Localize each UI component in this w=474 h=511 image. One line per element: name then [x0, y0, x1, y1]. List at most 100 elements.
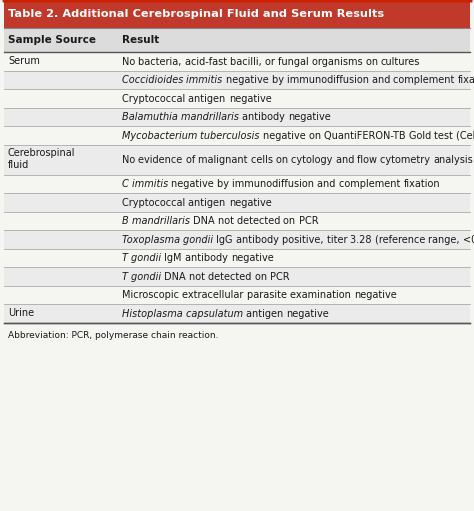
Text: Histoplasma: Histoplasma [122, 309, 186, 318]
Text: gondii: gondii [183, 235, 217, 244]
Bar [4, 28, 470, 52]
Text: not: not [218, 216, 237, 226]
Text: on: on [283, 216, 299, 226]
Text: Toxoplasma: Toxoplasma [122, 235, 183, 244]
Text: B: B [122, 216, 132, 226]
Text: Cryptococcal: Cryptococcal [122, 94, 188, 104]
Text: IgG: IgG [217, 235, 236, 244]
Text: examination: examination [290, 290, 354, 300]
Text: positive,: positive, [282, 235, 327, 244]
Text: DNA: DNA [164, 271, 189, 282]
Bar [4, 126, 470, 145]
Text: Cryptococcal: Cryptococcal [122, 197, 188, 207]
Bar [4, 230, 470, 248]
Text: parasite: parasite [246, 290, 290, 300]
Text: test: test [434, 130, 456, 141]
Text: Urine: Urine [8, 308, 34, 317]
Text: cytometry: cytometry [380, 155, 433, 165]
Text: Result: Result [122, 35, 159, 45]
Text: antigen: antigen [188, 94, 229, 104]
Text: evidence: evidence [138, 155, 186, 165]
Text: negative: negative [354, 290, 396, 300]
Text: No: No [122, 57, 138, 66]
Bar [4, 193, 470, 212]
Text: on: on [365, 57, 381, 66]
Text: negative: negative [229, 197, 272, 207]
Text: QuantiFERON-TB: QuantiFERON-TB [324, 130, 409, 141]
Text: Coccidioides: Coccidioides [122, 75, 186, 85]
Text: detected: detected [237, 216, 283, 226]
Text: immunodiffusion: immunodiffusion [232, 179, 318, 189]
Text: immunodiffusion: immunodiffusion [287, 75, 372, 85]
Text: complement: complement [393, 75, 458, 85]
Text: No: No [122, 155, 138, 165]
Text: DNA: DNA [193, 216, 218, 226]
Text: Microscopic: Microscopic [122, 290, 182, 300]
Text: and: and [372, 75, 393, 85]
Text: Gold: Gold [409, 130, 434, 141]
Text: negative: negative [171, 179, 217, 189]
Text: (Cellestis: (Cellestis [456, 130, 474, 141]
Bar [4, 304, 470, 322]
Text: antigen: antigen [246, 309, 286, 318]
Text: cytology: cytology [291, 155, 336, 165]
Text: negative: negative [286, 309, 329, 318]
Text: negative: negative [288, 112, 331, 122]
Text: on: on [255, 271, 270, 282]
Text: on: on [309, 130, 324, 141]
Text: cells: cells [251, 155, 276, 165]
Bar [4, 89, 470, 107]
Text: or: or [265, 57, 278, 66]
Bar [4, 145, 470, 174]
Text: extracellular: extracellular [182, 290, 246, 300]
Text: C: C [122, 179, 132, 189]
Text: PCR: PCR [299, 216, 318, 226]
Text: mandrillaris: mandrillaris [132, 216, 193, 226]
Text: T: T [122, 253, 131, 263]
Text: negative: negative [229, 94, 272, 104]
Bar [4, 0, 470, 28]
Text: fixation: fixation [458, 75, 474, 85]
Text: detected: detected [208, 271, 255, 282]
Text: titer: titer [327, 235, 350, 244]
Text: <0.90): <0.90) [463, 235, 474, 244]
Text: PCR: PCR [270, 271, 290, 282]
Text: and: and [318, 179, 339, 189]
Text: cultures: cultures [381, 57, 420, 66]
Text: immitis: immitis [186, 75, 226, 85]
Text: Mycobacterium: Mycobacterium [122, 130, 201, 141]
Bar [4, 71, 470, 89]
Text: capsulatum: capsulatum [186, 309, 246, 318]
Text: analysis: analysis [433, 155, 473, 165]
Text: tuberculosis: tuberculosis [201, 130, 263, 141]
Text: acid-fast: acid-fast [185, 57, 230, 66]
Text: by: by [272, 75, 287, 85]
Text: range,: range, [428, 235, 463, 244]
Text: Cerebrospinal: Cerebrospinal [8, 148, 75, 158]
Text: T: T [122, 271, 131, 282]
Text: mandrillaris: mandrillaris [181, 112, 242, 122]
Bar [4, 248, 470, 267]
Text: fungal: fungal [278, 57, 312, 66]
Text: not: not [189, 271, 208, 282]
Text: antigen: antigen [188, 197, 229, 207]
Text: of: of [186, 155, 198, 165]
Text: immitis: immitis [132, 179, 171, 189]
Text: fluid: fluid [8, 159, 29, 170]
Text: negative: negative [226, 75, 272, 85]
Text: antibody: antibody [242, 112, 288, 122]
Text: IgM: IgM [164, 253, 185, 263]
Text: negative: negative [231, 253, 274, 263]
Text: bacilli,: bacilli, [230, 57, 265, 66]
Text: organisms: organisms [312, 57, 365, 66]
Text: Table 2. Additional Cerebrospinal Fluid and Serum Results: Table 2. Additional Cerebrospinal Fluid … [8, 9, 384, 19]
Text: Balamuthia: Balamuthia [122, 112, 181, 122]
Bar [4, 107, 470, 126]
Text: flow: flow [357, 155, 380, 165]
Text: Abbreviation: PCR, polymerase chain reaction.: Abbreviation: PCR, polymerase chain reac… [8, 331, 219, 339]
Bar [4, 52, 470, 71]
Text: complement: complement [339, 179, 403, 189]
Text: gondii: gondii [131, 253, 164, 263]
Bar [4, 286, 470, 304]
Bar [4, 174, 470, 193]
